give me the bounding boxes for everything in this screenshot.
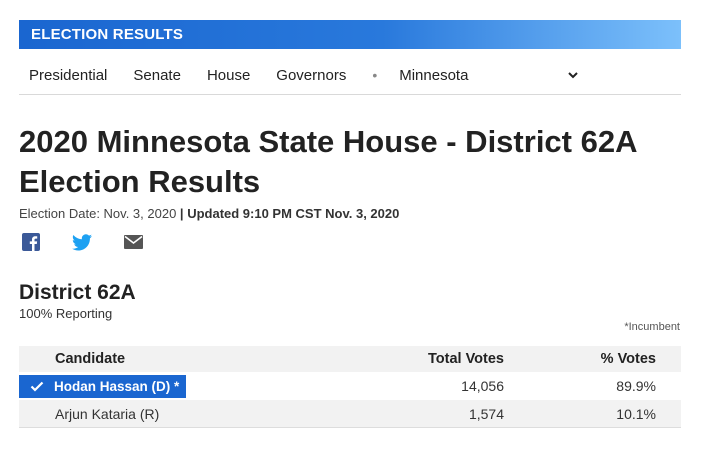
nav-item-house[interactable]: House xyxy=(206,66,251,84)
nav-item-presidential[interactable]: Presidential xyxy=(29,66,108,84)
page-title: 2020 Minnesota State House - District 62… xyxy=(19,124,637,199)
total-votes-cell: 14,056 xyxy=(461,378,504,394)
state-select-value: Minnesota xyxy=(399,66,469,84)
percent-votes-cell: 10.1% xyxy=(516,400,681,428)
election-results-banner: ELECTION RESULTS xyxy=(19,20,681,49)
candidate-cell: Hodan Hassan (D) * xyxy=(19,372,334,400)
share-bar xyxy=(21,233,174,251)
table-header-row: Candidate Total Votes % Votes xyxy=(19,346,681,372)
table-row: Arjun Kataria (R) 1,574 10.1% xyxy=(19,400,681,428)
election-date-line: Election Date: Nov. 3, 2020 | Updated 9:… xyxy=(19,206,399,221)
nav-separator: • xyxy=(372,67,378,83)
percent-votes-cell: 89.9% xyxy=(616,378,656,394)
candidate-name: Arjun Kataria (R) xyxy=(19,400,334,428)
election-date: Election Date: Nov. 3, 2020 xyxy=(19,206,177,221)
table-row: Hodan Hassan (D) * 14,056 89.9% xyxy=(19,372,681,400)
reporting-status: 100% Reporting xyxy=(19,306,113,321)
facebook-icon[interactable] xyxy=(21,233,41,251)
results-nav: Presidential Senate House Governors • Mi… xyxy=(19,56,681,95)
twitter-icon[interactable] xyxy=(72,233,92,251)
results-table: Candidate Total Votes % Votes Hodan Hass… xyxy=(19,346,681,428)
email-icon[interactable] xyxy=(123,233,143,251)
nav-item-governors[interactable]: Governors xyxy=(276,66,347,84)
candidate-name: Hodan Hassan (D) * xyxy=(54,378,180,394)
state-select[interactable]: Minnesota xyxy=(399,67,579,84)
date-divider: | xyxy=(179,206,184,221)
column-header-candidate: Candidate xyxy=(55,351,126,367)
nav-item-senate[interactable]: Senate xyxy=(133,66,181,84)
race-name: District 62A xyxy=(19,281,136,304)
incumbent-note: *Incumbent xyxy=(624,321,680,333)
chevron-down-icon xyxy=(568,72,578,79)
column-header-total-votes: Total Votes xyxy=(428,351,504,367)
banner-title: ELECTION RESULTS xyxy=(31,26,184,43)
checkmark-icon xyxy=(30,381,44,392)
total-votes-cell: 1,574 xyxy=(334,400,516,428)
updated-time: Updated 9:10 PM CST Nov. 3, 2020 xyxy=(187,206,400,221)
column-header-percent-votes: % Votes xyxy=(600,351,656,367)
winner-badge: Hodan Hassan (D) * xyxy=(19,374,187,398)
